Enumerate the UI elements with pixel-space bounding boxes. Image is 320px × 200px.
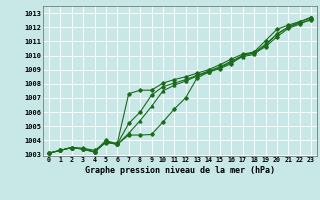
X-axis label: Graphe pression niveau de la mer (hPa): Graphe pression niveau de la mer (hPa) [85,166,275,175]
